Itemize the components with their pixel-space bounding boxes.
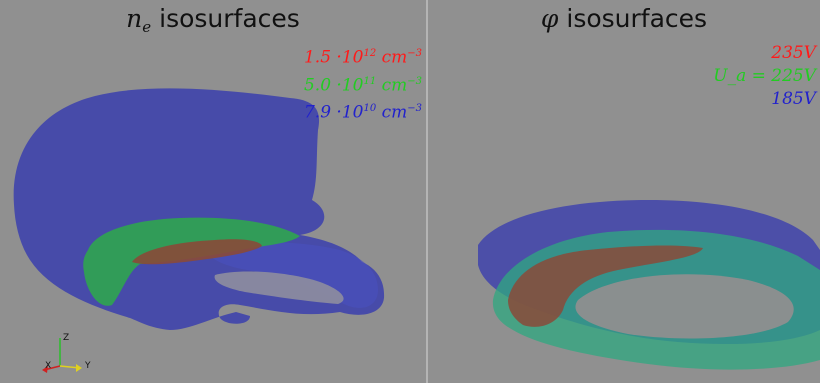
panel-title: φ isosurfaces xyxy=(428,4,820,33)
ne-legend: 1.5 ·1012 cm−3 5.0 ·1011 cm−3 7.9 ·1010 … xyxy=(304,42,422,125)
legend-exponent: 10 xyxy=(363,103,377,115)
x-axis-arrow xyxy=(42,366,48,373)
z-axis-label: Z xyxy=(63,333,69,343)
ne-blue-hole xyxy=(214,271,344,304)
legend-unit: cm xyxy=(381,47,408,68)
legend-exponent: 11 xyxy=(363,75,377,87)
phi-isosurface-render xyxy=(478,200,820,370)
phi-ring-hole xyxy=(575,274,794,339)
phi-red-isosurface xyxy=(508,245,703,327)
legend-entry-green: U_a = 225V xyxy=(713,66,816,86)
ne-red-isosurface xyxy=(132,239,262,265)
legend-mantissa: 1.5 ·10 xyxy=(303,47,364,68)
ne-green-isosurface xyxy=(83,217,300,306)
legend-mantissa: 7.9 ·10 xyxy=(303,102,364,123)
legend-entry-green: 5.0 ·1011 cm−3 xyxy=(304,70,422,98)
title-symbol: n xyxy=(126,4,143,33)
legend-entry-blue: 7.9 ·1010 cm−3 xyxy=(304,97,422,125)
legend-entry-blue: 185V xyxy=(771,89,816,109)
legend-entry-red: 235V xyxy=(771,43,816,63)
title-subscript: e xyxy=(142,18,152,36)
phi-isosurface-panel: φ isosurfaces 235V U_a = 225V 185V xyxy=(428,0,820,383)
legend-exponent: 12 xyxy=(363,48,377,59)
legend-unit-exponent: −3 xyxy=(407,75,422,87)
legend-unit-exponent: −3 xyxy=(407,103,422,115)
panel-title: ne isosurfaces xyxy=(0,4,426,36)
legend-unit: cm xyxy=(381,75,408,96)
legend-unit: cm xyxy=(381,102,408,123)
y-axis-arrow xyxy=(76,364,82,372)
title-symbol: φ xyxy=(540,4,559,33)
title-text: isosurfaces xyxy=(566,4,708,33)
title-text: isosurfaces xyxy=(159,4,300,33)
x-axis-label: X xyxy=(45,361,51,371)
ne-isosurface-render xyxy=(13,88,385,330)
axis-triad: Z X Y xyxy=(42,333,91,373)
panel-divider xyxy=(426,0,428,383)
ne-isosurface-panel: ne isosurfaces 1.5 ·1012 cm−3 5.0 ·1011 … xyxy=(0,4,426,373)
legend-mantissa: 5.0 ·10 xyxy=(303,75,364,96)
legend-unit-exponent: −3 xyxy=(407,48,422,59)
phi-legend: 235V U_a = 225V 185V xyxy=(713,42,816,111)
y-axis-label: Y xyxy=(84,361,91,371)
legend-entry-red: 1.5 ·1012 cm−3 xyxy=(304,42,422,70)
